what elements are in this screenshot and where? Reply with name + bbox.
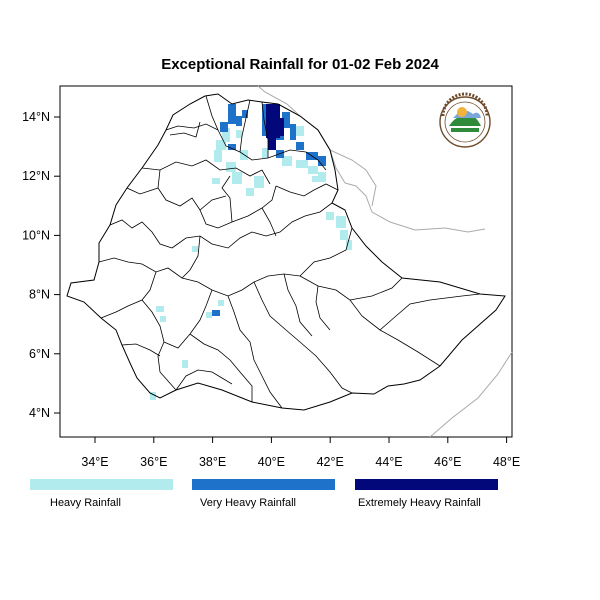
y-tick-label: 6°N <box>29 347 50 361</box>
rainfall-cell <box>206 312 212 318</box>
y-tick-label: 14°N <box>22 110 50 124</box>
rainfall-cell <box>236 130 242 138</box>
rainfall-cell <box>214 150 222 162</box>
y-tick-label: 10°N <box>22 228 50 242</box>
rainfall-cell <box>228 104 236 124</box>
rainfall-cell <box>156 306 164 312</box>
admin-boundaries <box>98 95 481 409</box>
rainfall-cell <box>290 124 296 140</box>
rainfall-cell <box>192 246 198 252</box>
rainfall-cell <box>222 128 230 142</box>
rainfall-cell <box>236 116 242 126</box>
rainfall-cell <box>346 240 352 250</box>
rainfall-cell <box>308 166 318 174</box>
rainfall-cell <box>296 160 308 168</box>
rainfall-cell <box>226 162 236 172</box>
x-tick-label: 40°E <box>258 455 285 469</box>
rainfall-cell <box>282 112 290 128</box>
rainfall-cell <box>278 118 284 136</box>
legend-label: Extremely Heavy Rainfall <box>358 497 481 509</box>
rainfall-cell <box>160 316 166 322</box>
rainfall-cell <box>212 310 220 316</box>
meteorology-agency-seal-icon <box>439 92 491 148</box>
x-tick-label: 36°E <box>140 455 167 469</box>
rainfall-cell <box>218 300 224 306</box>
rainfall-cell <box>268 138 276 150</box>
legend-swatch <box>355 479 498 490</box>
rainfall-cell <box>220 122 228 132</box>
x-tick-label: 46°E <box>434 455 461 469</box>
rainfall-cell <box>242 110 248 118</box>
rainfall-cell <box>282 156 292 166</box>
x-tick-label: 44°E <box>375 455 402 469</box>
plot-frame <box>59 85 513 438</box>
rainfall-cell <box>150 392 156 400</box>
y-tick-label: 8°N <box>29 288 50 302</box>
rainfall-cell <box>296 126 304 136</box>
rainfall-cell <box>326 212 334 220</box>
rainfall-cell <box>216 140 226 150</box>
y-tick-label: 4°N <box>29 406 50 420</box>
x-axis: 34°E 36°E 38°E 40°E 42°E 44°E 46°E 48°E <box>81 437 520 469</box>
rainfall-cell <box>336 216 346 228</box>
rainfall-cell <box>246 188 254 196</box>
rainfall-cell <box>318 172 326 182</box>
rainfall-cell <box>262 104 268 136</box>
rainfall-cell <box>266 104 280 138</box>
x-tick-label: 42°E <box>317 455 344 469</box>
rainfall-cell <box>340 230 348 240</box>
rainfall-cell <box>232 172 242 184</box>
x-tick-label: 34°E <box>81 455 108 469</box>
rainfall-cell <box>212 178 220 184</box>
y-tick-label: 12°N <box>22 169 50 183</box>
rainfall-cell <box>296 142 304 150</box>
legend-label: Very Heavy Rainfall <box>200 497 296 509</box>
legend-label: Heavy Rainfall <box>50 497 121 509</box>
legend-swatch <box>192 479 335 490</box>
x-tick-label: 48°E <box>493 455 520 469</box>
rainfall-cell <box>312 176 320 182</box>
rainfall-cell <box>228 144 236 150</box>
map-title: Exceptional Rainfall for 01-02 Feb 2024 <box>161 56 439 73</box>
y-axis: 4°N 6°N 8°N 10°N 12°N 14°N <box>22 110 60 420</box>
rainfall-cell <box>182 360 188 368</box>
rainfall-cell <box>318 156 326 166</box>
rainfall-cell <box>254 176 264 188</box>
x-tick-label: 38°E <box>199 455 226 469</box>
legend-swatch <box>30 479 173 490</box>
country-outline <box>66 93 506 411</box>
rainfall-cells <box>150 104 352 400</box>
rainfall-cell <box>262 148 268 158</box>
